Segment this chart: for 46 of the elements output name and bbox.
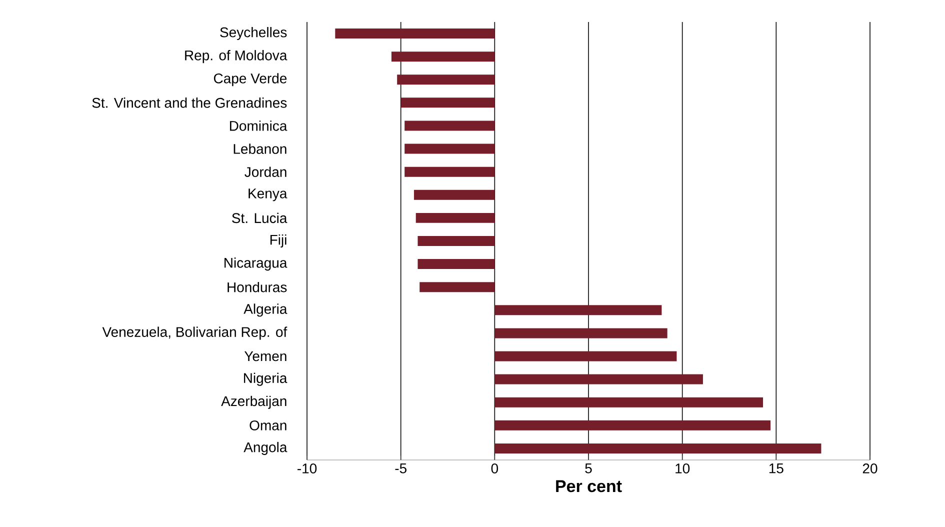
x-tick-label: 20 xyxy=(862,464,878,474)
bar xyxy=(404,166,495,177)
y-tick-label: Kenya xyxy=(248,188,288,202)
bar xyxy=(494,420,771,430)
bar xyxy=(494,397,764,408)
y-tick-label: Nicaragua xyxy=(224,258,288,271)
bar xyxy=(494,305,662,316)
bar xyxy=(420,282,495,292)
x-tick-label: 0 xyxy=(491,464,498,474)
bar xyxy=(494,374,703,384)
y-tick-label: Cape Verde xyxy=(214,73,287,86)
y-tick-label: Yemen xyxy=(244,351,286,362)
y-tick-label: Lebanon xyxy=(234,144,286,154)
y-tick-label: Nigeria xyxy=(244,372,288,386)
bar xyxy=(494,351,677,362)
x-tick-label: 5 xyxy=(585,464,592,474)
bar xyxy=(404,120,495,131)
x-tick-label: -10 xyxy=(298,464,317,474)
bar xyxy=(494,328,668,338)
y-tick-label: Algeria xyxy=(244,304,288,317)
y-tick-label: Oman xyxy=(250,420,286,430)
x-tick-label: 15 xyxy=(769,464,784,474)
bar xyxy=(335,28,495,39)
y-tick-label: Jordan xyxy=(244,166,286,177)
bar xyxy=(400,98,495,108)
y-tick-label: Seychelles xyxy=(220,26,287,40)
y-tick-label: St. Vincent and the Grenadines xyxy=(92,98,287,108)
bar xyxy=(416,212,495,223)
bar xyxy=(397,74,495,85)
y-tick-label: Azerbaijan xyxy=(221,396,286,409)
bar xyxy=(391,52,495,62)
y-tick-label: Dominica xyxy=(230,120,288,131)
y-tick-label: Fiji xyxy=(270,234,286,248)
y-tick-label: Angola xyxy=(244,442,288,455)
y-tick-label: Venezuela, Bolivarian Rep. of xyxy=(102,326,288,340)
x-axis-title: Per cent xyxy=(556,480,622,492)
x-tick-label: 10 xyxy=(676,464,690,474)
bar xyxy=(494,443,822,454)
y-tick-label: St. Lucia xyxy=(232,212,288,224)
bar xyxy=(404,144,495,154)
bar xyxy=(418,236,495,246)
bar xyxy=(414,190,495,200)
y-tick-label: Rep. of Moldova xyxy=(185,50,288,64)
x-tick-label: -5 xyxy=(395,464,406,474)
bar xyxy=(418,259,495,270)
y-tick-label: Honduras xyxy=(228,282,287,292)
